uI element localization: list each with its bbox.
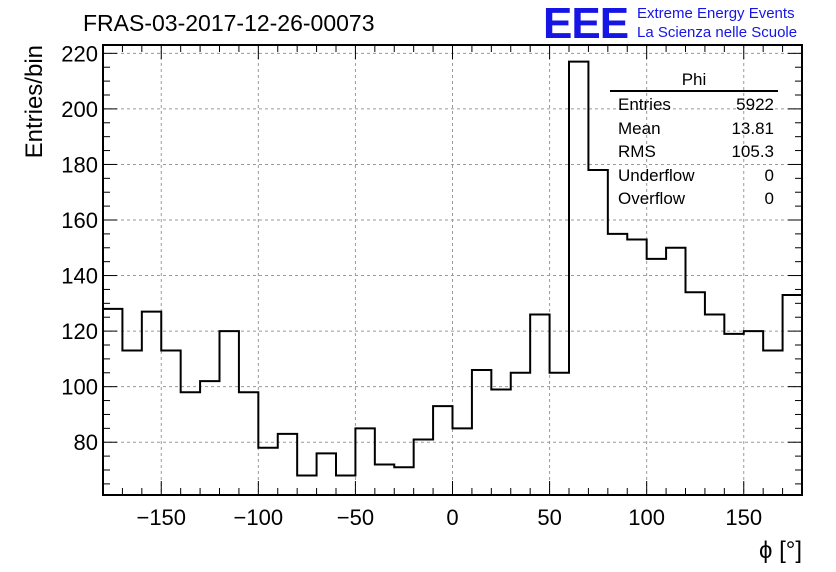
x-tick-label: 0	[446, 505, 458, 530]
stats-row-mean: Mean 13.81	[610, 117, 778, 141]
x-tick-labels: −150 −100 −50 0 50 100 150	[136, 505, 762, 530]
y-tick-label: 160	[61, 208, 98, 233]
stats-label: Underflow	[618, 165, 695, 185]
y-axis-title: Entries/bin	[21, 45, 48, 158]
stats-label: RMS	[618, 142, 656, 161]
histogram-series	[103, 60, 802, 477]
stats-label: Overflow	[618, 189, 686, 208]
histogram-title: FRAS-03-2017-12-26-00073	[83, 10, 375, 36]
stats-box: Phi Entries 5922 Mean 13.81 RMS 105.3 Un…	[610, 70, 778, 211]
stats-name: Phi	[610, 70, 778, 92]
stats-value: 0	[764, 165, 774, 185]
y-tick-labels: 80 100 120 140 160 180 200 220	[61, 41, 98, 455]
stats-row-entries: Entries 5922	[610, 93, 778, 117]
stats-value: 105.3	[731, 142, 774, 161]
stats-label: Mean	[618, 118, 661, 138]
x-tick-label: −50	[337, 505, 374, 530]
stats-value: 0	[764, 189, 774, 208]
stats-row-underflow: Underflow 0	[610, 164, 778, 188]
y-tick-label: 180	[61, 152, 98, 177]
y-tick-label: 200	[61, 97, 98, 122]
x-tick-label: 50	[537, 505, 561, 530]
y-tick-label: 100	[61, 375, 98, 400]
stats-label: Entries	[618, 95, 671, 114]
y-tick-label: 80	[74, 430, 98, 455]
y-tick-label: 120	[61, 319, 98, 344]
y-tick-label: 140	[61, 264, 98, 289]
stats-value: 13.81	[731, 118, 774, 138]
logo-line-2: La Scienza nelle Scuole	[637, 24, 798, 41]
x-tick-label: −100	[234, 505, 284, 530]
logo-line-1: Extreme Energy Events	[637, 5, 795, 22]
eee-logo: EEE	[543, 0, 629, 48]
y-tick-label: 220	[61, 41, 98, 66]
stats-row-rms: RMS 105.3	[610, 140, 778, 164]
x-axis-title: ϕ [°]	[759, 537, 802, 564]
x-tick-label: −150	[136, 505, 186, 530]
logo-caption: Extreme Energy Events La Scienza nelle S…	[637, 4, 797, 42]
x-tick-label: 100	[628, 505, 665, 530]
x-tick-label: 150	[725, 505, 762, 530]
stats-value: 5922	[736, 95, 774, 114]
stats-row-overflow: Overflow 0	[610, 187, 778, 211]
axis-ticks	[102, 45, 803, 495]
